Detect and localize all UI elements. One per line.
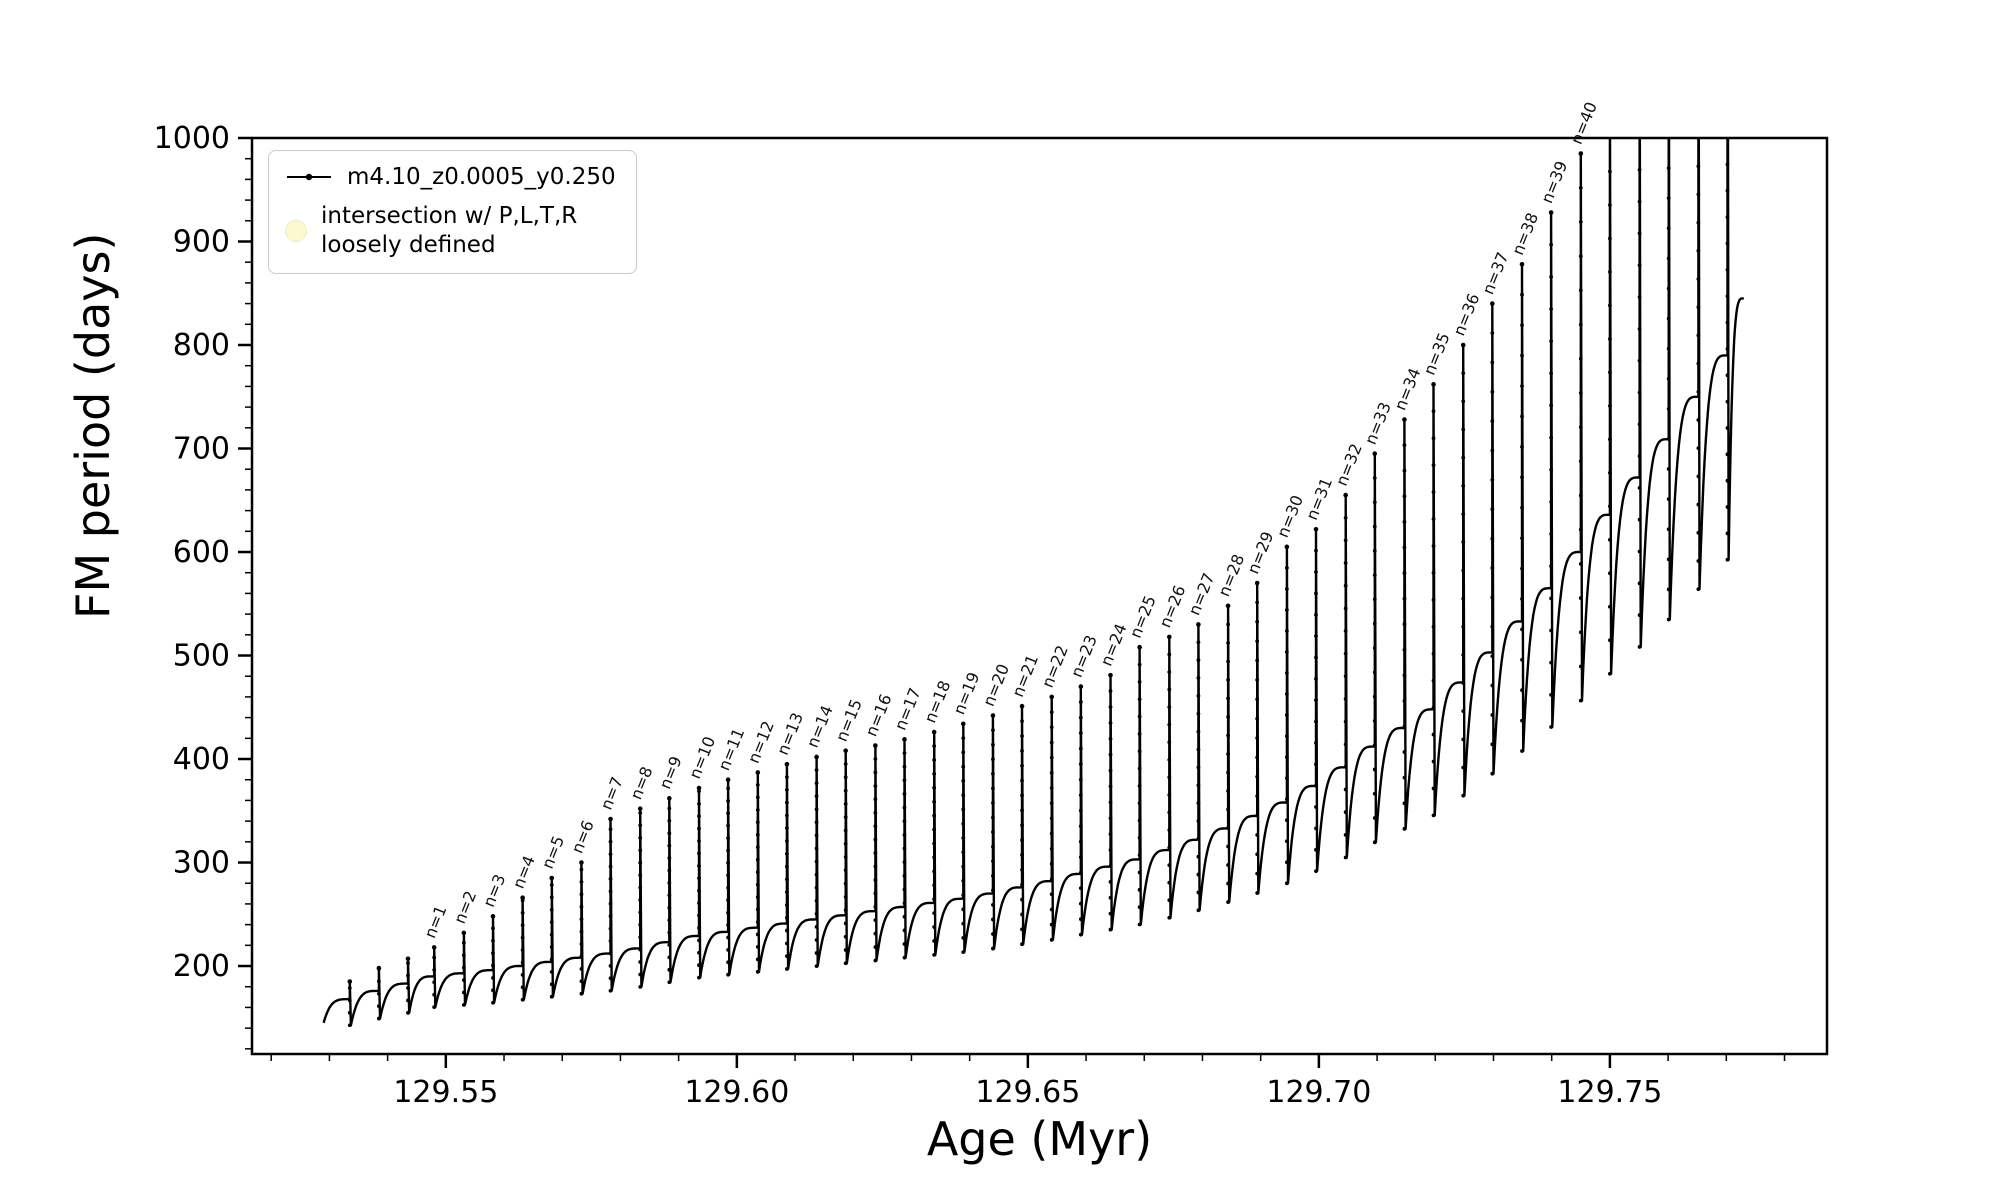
svg-text:n=3: n=3 xyxy=(479,871,509,909)
svg-text:n=37: n=37 xyxy=(1478,249,1512,297)
legend: m4.10_z0.0005_y0.250 intersection w/ P,L… xyxy=(268,150,637,275)
svg-text:n=17: n=17 xyxy=(891,685,925,733)
svg-text:400: 400 xyxy=(173,742,230,777)
svg-text:500: 500 xyxy=(173,639,230,674)
svg-text:n=16: n=16 xyxy=(861,691,895,739)
svg-text:n=8: n=8 xyxy=(626,764,656,802)
svg-text:n=28: n=28 xyxy=(1214,551,1248,599)
svg-text:n=35: n=35 xyxy=(1420,330,1454,378)
svg-text:1000: 1000 xyxy=(154,121,230,156)
svg-text:n=23: n=23 xyxy=(1067,632,1101,680)
svg-text:n=9: n=9 xyxy=(655,753,685,791)
legend-intersection-label: intersection w/ P,L,T,R loosely defined xyxy=(321,202,578,258)
svg-text:129.55: 129.55 xyxy=(393,1075,498,1110)
legend-entry-series: m4.10_z0.0005_y0.250 xyxy=(285,163,616,192)
svg-text:n=20: n=20 xyxy=(979,661,1013,709)
svg-text:129.70: 129.70 xyxy=(1266,1075,1371,1110)
svg-text:n=5: n=5 xyxy=(538,833,568,871)
svg-text:n=7: n=7 xyxy=(597,774,627,812)
svg-text:n=10: n=10 xyxy=(685,734,719,782)
svg-text:n=12: n=12 xyxy=(744,718,778,766)
svg-text:n=38: n=38 xyxy=(1508,210,1542,258)
svg-text:600: 600 xyxy=(173,535,230,570)
svg-text:n=19: n=19 xyxy=(949,669,983,717)
svg-text:900: 900 xyxy=(173,225,230,260)
svg-text:n=24: n=24 xyxy=(1097,621,1131,669)
svg-text:n=11: n=11 xyxy=(714,725,748,773)
svg-text:800: 800 xyxy=(173,328,230,363)
x-axis-label: Age (Myr) xyxy=(926,1112,1153,1166)
svg-text:n=18: n=18 xyxy=(920,678,954,726)
intersection-marker-icon xyxy=(285,219,307,242)
svg-text:129.75: 129.75 xyxy=(1557,1075,1662,1110)
svg-text:n=29: n=29 xyxy=(1243,529,1277,577)
svg-text:n=1: n=1 xyxy=(420,903,450,941)
svg-text:n=26: n=26 xyxy=(1155,583,1189,631)
svg-text:n=39: n=39 xyxy=(1537,158,1571,206)
svg-text:129.60: 129.60 xyxy=(684,1075,789,1110)
svg-text:n=4: n=4 xyxy=(509,853,539,891)
svg-text:n=21: n=21 xyxy=(1008,652,1042,700)
legend-series-label: m4.10_z0.0005_y0.250 xyxy=(347,164,616,190)
svg-text:300: 300 xyxy=(173,846,230,881)
svg-text:n=40: n=40 xyxy=(1567,99,1601,147)
svg-text:n=2: n=2 xyxy=(450,888,480,926)
svg-text:200: 200 xyxy=(173,949,230,984)
svg-text:n=36: n=36 xyxy=(1449,291,1483,339)
svg-text:n=15: n=15 xyxy=(832,696,866,744)
svg-text:n=25: n=25 xyxy=(1126,593,1160,641)
svg-text:n=14: n=14 xyxy=(803,703,837,751)
svg-text:n=22: n=22 xyxy=(1038,643,1072,691)
svg-text:700: 700 xyxy=(173,432,230,467)
legend-entry-intersection: intersection w/ P,L,T,R loosely defined xyxy=(285,202,616,260)
svg-text:n=32: n=32 xyxy=(1332,441,1366,489)
line-with-dot-marker-icon xyxy=(287,174,331,181)
svg-text:n=6: n=6 xyxy=(567,818,597,856)
svg-text:n=27: n=27 xyxy=(1184,570,1218,618)
svg-text:n=13: n=13 xyxy=(773,710,807,758)
y-axis-label: FM period (days) xyxy=(66,232,120,619)
svg-text:n=34: n=34 xyxy=(1390,365,1424,413)
svg-text:129.65: 129.65 xyxy=(975,1075,1080,1110)
